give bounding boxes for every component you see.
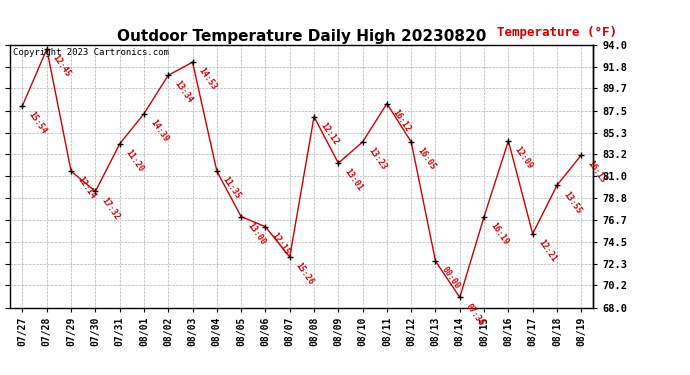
Text: 12:21: 12:21: [537, 238, 558, 264]
Text: 12:09: 12:09: [513, 145, 534, 171]
Text: Copyright 2023 Cartronics.com: Copyright 2023 Cartronics.com: [13, 48, 169, 57]
Text: 16:13: 16:13: [585, 159, 607, 185]
Text: 16:05: 16:05: [415, 146, 437, 172]
Text: 13:23: 13:23: [367, 146, 388, 172]
Text: 14:39: 14:39: [148, 118, 170, 144]
Text: 12:14: 12:14: [75, 176, 97, 201]
Text: 14:53: 14:53: [197, 66, 219, 92]
Text: 12:12: 12:12: [318, 121, 340, 147]
Title: Outdoor Temperature Daily High 20230820: Outdoor Temperature Daily High 20230820: [117, 29, 486, 44]
Text: 07:36: 07:36: [464, 302, 486, 327]
Text: 00:00: 00:00: [440, 265, 462, 291]
Text: 11:20: 11:20: [124, 148, 146, 174]
Text: 13:55: 13:55: [561, 189, 583, 215]
Text: 17:32: 17:32: [99, 195, 121, 221]
Text: 15:54: 15:54: [27, 110, 48, 135]
Text: Temperature (°F): Temperature (°F): [497, 26, 617, 39]
Text: 13:01: 13:01: [342, 167, 364, 193]
Text: 13:00: 13:00: [246, 221, 267, 246]
Text: 12:15: 12:15: [270, 231, 291, 256]
Text: 12:45: 12:45: [51, 53, 72, 79]
Text: 13:34: 13:34: [172, 80, 194, 105]
Text: 16:12: 16:12: [391, 108, 413, 134]
Text: 15:26: 15:26: [294, 261, 315, 287]
Text: 16:19: 16:19: [489, 221, 510, 246]
Text: 11:35: 11:35: [221, 176, 243, 201]
